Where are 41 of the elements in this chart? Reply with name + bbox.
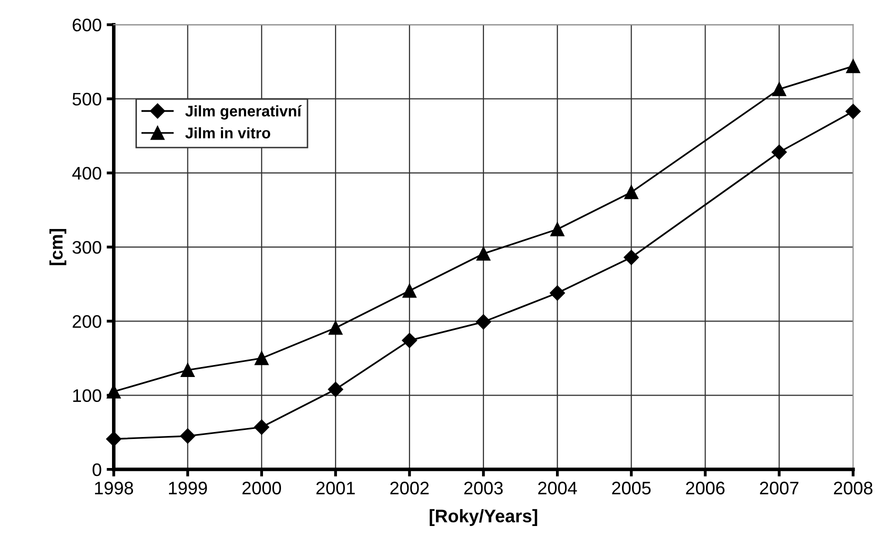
point bbox=[846, 104, 861, 119]
x-tick-label: 2001 bbox=[316, 482, 355, 494]
x-tick-label: 2002 bbox=[390, 482, 429, 494]
y-axis-title: [cm] bbox=[49, 229, 66, 266]
point bbox=[180, 428, 196, 444]
legend-label: Jilm generativní bbox=[185, 105, 302, 120]
point bbox=[106, 431, 122, 447]
point bbox=[180, 363, 195, 378]
point bbox=[328, 320, 343, 335]
x-tick-label: 2007 bbox=[760, 482, 798, 494]
y-tick-label: 400 bbox=[72, 166, 102, 180]
point bbox=[772, 82, 786, 96]
y-tick-label: 500 bbox=[72, 92, 102, 106]
y-tick-label: 0 bbox=[92, 463, 102, 476]
point bbox=[402, 332, 418, 348]
x-tick-label: 2008 bbox=[834, 482, 872, 494]
x-axis-title: [Roky/Years] bbox=[430, 509, 538, 526]
x-tick-label: 1999 bbox=[168, 482, 207, 494]
y-tick-label: 600 bbox=[72, 18, 102, 32]
point bbox=[328, 382, 344, 397]
point bbox=[624, 185, 638, 200]
x-tick-label: 2005 bbox=[612, 482, 651, 494]
point bbox=[402, 284, 416, 298]
x-tick-label: 2006 bbox=[686, 482, 725, 494]
x-tick-label: 2003 bbox=[464, 482, 503, 494]
point bbox=[772, 144, 787, 160]
x-tick-label: 2004 bbox=[538, 482, 577, 494]
y-tick-label: 200 bbox=[72, 315, 102, 328]
legend-label: Jilm in vitro bbox=[185, 127, 270, 138]
point bbox=[550, 285, 565, 301]
y-tick-label: 300 bbox=[72, 240, 102, 254]
point bbox=[476, 314, 492, 330]
point bbox=[550, 222, 564, 236]
y-tick-label: 100 bbox=[73, 389, 102, 402]
x-tick-label: 1998 bbox=[95, 482, 134, 494]
x-tick-label: 2000 bbox=[242, 482, 282, 494]
point bbox=[254, 351, 269, 366]
point bbox=[476, 246, 490, 261]
point bbox=[254, 420, 270, 435]
point bbox=[624, 250, 639, 265]
point bbox=[846, 59, 860, 74]
